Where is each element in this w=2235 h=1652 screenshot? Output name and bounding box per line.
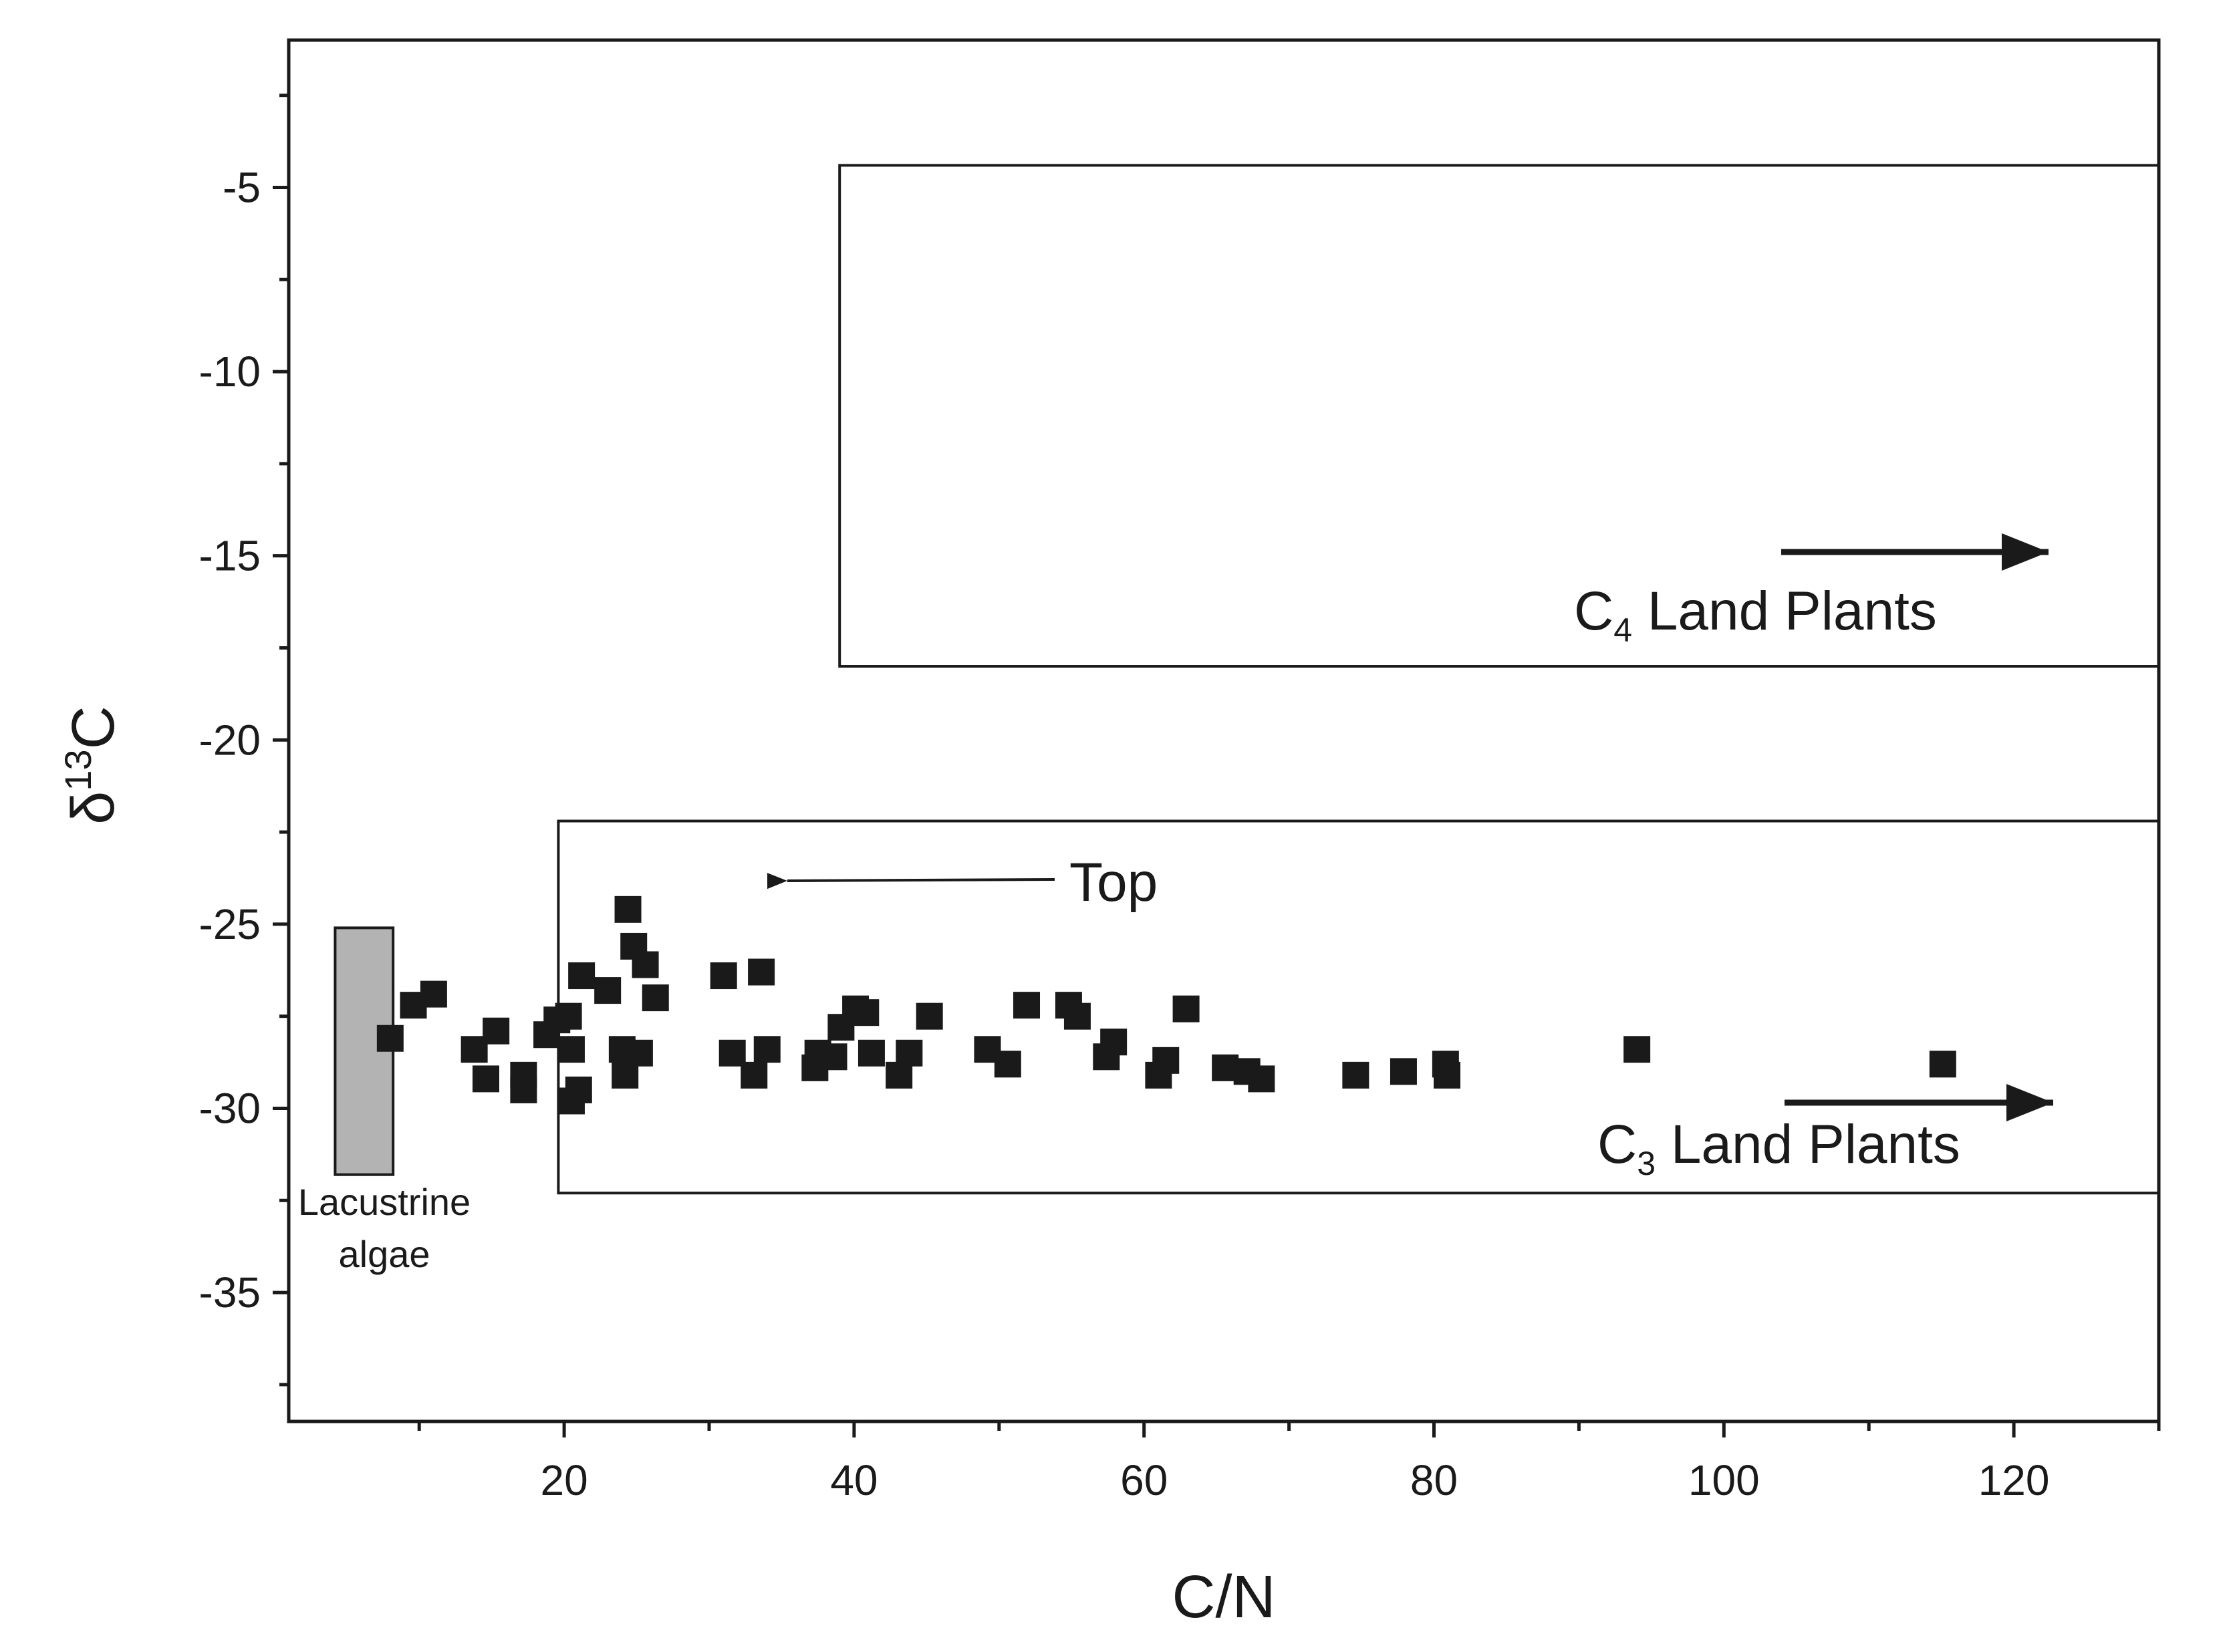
data-point bbox=[632, 951, 659, 978]
top-annotation-label: Top bbox=[1069, 852, 1158, 913]
data-point bbox=[710, 962, 737, 990]
x-tick-label: 20 bbox=[541, 1456, 588, 1504]
data-point bbox=[483, 1017, 510, 1045]
x-tick-label: 120 bbox=[1978, 1456, 2050, 1504]
data-point bbox=[858, 1039, 885, 1067]
x-axis-title: C/N bbox=[1172, 1564, 1276, 1631]
x-tick-label: 60 bbox=[1120, 1456, 1168, 1504]
data-point bbox=[1623, 1036, 1651, 1063]
y-tick-label: -15 bbox=[199, 532, 261, 580]
y-tick-label: -35 bbox=[199, 1268, 261, 1317]
data-point bbox=[376, 1024, 404, 1052]
plot-frame bbox=[287, 38, 2161, 1423]
labels-layer: C4 Land Plants C3 Land Plants Top Lacustrin… bbox=[298, 533, 2053, 1275]
data-point bbox=[896, 1039, 923, 1067]
data-point bbox=[1152, 1047, 1180, 1074]
x-tick-label: 80 bbox=[1410, 1456, 1458, 1504]
data-point bbox=[568, 962, 596, 990]
data-point bbox=[1390, 1058, 1417, 1085]
data-point bbox=[420, 980, 447, 1008]
data-point bbox=[1172, 995, 1200, 1022]
data-point bbox=[1342, 1061, 1369, 1089]
data-point bbox=[557, 1036, 585, 1063]
top-arrow bbox=[767, 873, 1055, 889]
data-point bbox=[614, 896, 642, 923]
data-point bbox=[753, 1036, 781, 1063]
data-point bbox=[1434, 1061, 1461, 1089]
data-point bbox=[820, 1043, 847, 1071]
data-point bbox=[852, 999, 880, 1026]
y-tick-label: -5 bbox=[223, 163, 261, 211]
data-point bbox=[510, 1076, 537, 1103]
x-tick-label: 40 bbox=[830, 1456, 878, 1504]
y-tick-label: -10 bbox=[199, 348, 261, 396]
data-point bbox=[626, 1039, 653, 1067]
y-tick-label: -25 bbox=[199, 900, 261, 948]
data-point bbox=[642, 984, 669, 1012]
region-label-c3: C3 Land Plants bbox=[1597, 1114, 1960, 1182]
data-point bbox=[1013, 992, 1041, 1019]
algae-label-line2: algae bbox=[338, 1233, 430, 1275]
data-point bbox=[1063, 1002, 1091, 1030]
data-point bbox=[748, 958, 775, 986]
y-axis-title: δ13C bbox=[57, 706, 127, 824]
data-point bbox=[916, 1002, 943, 1030]
data-point bbox=[594, 977, 622, 1004]
data-point bbox=[565, 1076, 592, 1103]
data-point bbox=[472, 1065, 499, 1093]
data-point bbox=[1248, 1065, 1275, 1093]
x-tick-label: 100 bbox=[1688, 1456, 1760, 1504]
y-tick-label: -30 bbox=[199, 1084, 261, 1132]
data-point bbox=[741, 1061, 768, 1089]
axes-layer: -5 -10 -15 -20 -25 -30 -35 20 40 60 80 100 120 C/N δ13… bbox=[57, 38, 2161, 1631]
region-label-c4: C4 Land Plants bbox=[1574, 581, 1937, 649]
data-point bbox=[1929, 1051, 1956, 1078]
data-point bbox=[1100, 1028, 1128, 1056]
data-point bbox=[994, 1051, 1021, 1078]
data-point bbox=[555, 1002, 582, 1030]
y-tick-label: -20 bbox=[199, 716, 261, 764]
points-layer bbox=[376, 896, 1956, 1115]
algae-label-line1: Lacustrine bbox=[298, 1181, 471, 1223]
